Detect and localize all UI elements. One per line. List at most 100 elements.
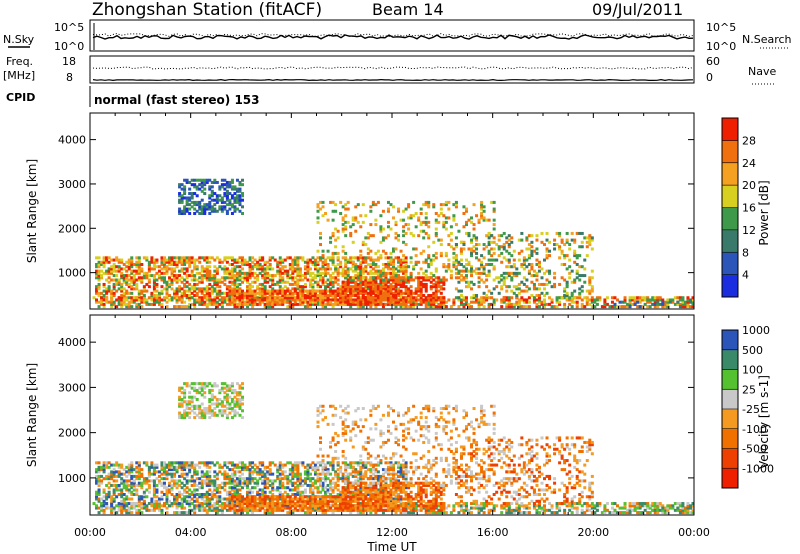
power-cell [392,280,395,284]
power-cell [95,265,99,269]
power-cell [286,271,290,275]
power-cell [543,300,546,304]
velocity-cell [140,497,144,501]
velocity-cell [603,504,607,508]
velocity-cell [168,472,172,476]
power-cell [404,278,408,282]
power-cell [414,291,418,295]
power-cell [482,267,486,271]
power-cell [228,183,232,187]
power-cell [268,265,272,269]
power-cell [178,207,182,211]
power-cell [399,282,403,286]
velocity-cell [195,497,199,501]
power-cell [230,211,234,215]
power-cell [412,298,416,302]
power-cell [105,300,109,304]
power-cell [535,262,539,266]
power-cell [183,278,187,282]
power-cell [404,274,408,278]
velocity-cell [568,508,572,512]
power-cell [500,278,504,282]
power-cell [502,276,506,280]
power-cell [210,300,214,304]
power-cell [374,258,378,262]
power-cell [346,280,350,284]
power-cell [336,256,340,260]
power-cell [545,269,549,273]
velocity-cell [215,508,219,512]
power-cell [409,300,413,304]
power-cell [100,291,104,295]
velocity-cell [507,506,511,510]
power-cell [477,220,481,224]
power-cell [487,289,491,293]
power-cell [102,271,106,275]
power-cell [246,262,250,266]
power-cell [263,305,267,309]
power-cell [180,287,184,291]
power-cell [218,302,222,306]
velocity-cell [168,488,172,492]
power-cell [205,278,209,282]
power-cell [356,305,360,309]
power-cell [369,285,373,289]
power-cell [311,296,315,300]
power-cell [369,305,373,309]
power-cell [225,260,229,264]
velocity-cell [105,497,109,501]
velocity-cell [464,508,468,512]
power-cell [442,280,446,284]
velocity-cell [160,495,164,499]
power-cell [251,260,255,264]
power-cell [185,203,189,207]
power-cell [162,278,166,282]
power-cell [487,305,491,309]
velocity-cell [100,497,104,501]
power-cell [442,298,446,302]
power-cell [615,305,619,309]
power-cell [371,260,375,264]
power-cell [404,269,408,273]
power-cell [183,209,187,213]
power-cell [331,285,335,289]
velocity-cell [105,483,109,487]
power-cell [487,302,491,306]
power-cell [160,262,164,266]
power-cell [220,185,224,189]
power-cell [384,262,388,266]
power-cell [130,269,134,273]
power-cell [399,294,403,298]
power-cell [397,278,401,282]
power-cell [495,285,499,289]
power-cell [472,282,476,286]
power-cell [225,276,229,280]
velocity-cell [185,472,189,476]
power-cell [487,251,491,255]
power-cell [354,294,358,298]
power-cell [480,300,484,304]
power-cell [233,258,237,262]
power-cell [525,265,529,269]
power-cell [145,271,149,275]
power-cell [419,276,423,280]
power-cell [205,291,209,295]
power-cell [376,276,380,280]
power-cell [392,271,395,275]
power-cell [482,305,486,309]
power-cell [419,287,423,291]
power-cell [228,294,232,298]
power-cell [203,180,207,184]
power-cell [122,274,126,278]
velocity-cell [130,497,134,501]
power-cell [220,300,224,304]
power-cell [160,289,164,293]
velocity-cell [117,502,121,506]
power-cell [173,305,177,309]
power-cell [321,294,325,298]
power-cell [336,300,340,304]
power-cell [439,285,443,289]
power-cell [341,271,345,275]
power-cell [379,289,383,293]
power-cell [472,234,476,238]
